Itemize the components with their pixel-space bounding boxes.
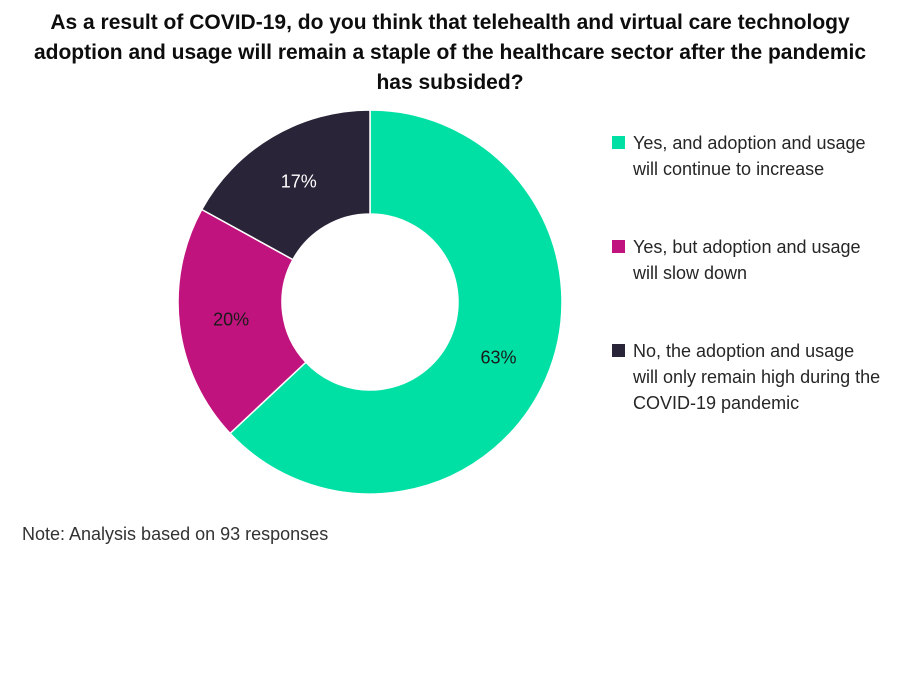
legend-item-pandemic-only: No, the adoption and usage will only rem… bbox=[612, 338, 883, 416]
data-label-increase: 63% bbox=[480, 348, 516, 368]
legend-item-slow-down: Yes, but adoption and usage will slow do… bbox=[612, 234, 883, 286]
legend-swatch-slow-down bbox=[612, 240, 625, 253]
chart-title: As a result of COVID-19, do you think th… bbox=[33, 11, 867, 94]
legend-item-increase: Yes, and adoption and usage will continu… bbox=[612, 130, 883, 182]
legend-swatch-increase bbox=[612, 136, 625, 149]
legend-swatch-pandemic-only bbox=[612, 344, 625, 357]
slice-increase bbox=[228, 109, 563, 495]
slice-pandemic-only bbox=[200, 109, 371, 261]
data-label-pandemic-only: 17% bbox=[281, 171, 317, 191]
slice-slow-down bbox=[177, 208, 307, 435]
chart-note: Note: Analysis based on 93 responses bbox=[22, 524, 329, 544]
legend-label-slow-down: Yes, but adoption and usage will slow do… bbox=[633, 237, 861, 283]
legend-label-pandemic-only: No, the adoption and usage will only rem… bbox=[633, 341, 881, 413]
legend-label-increase: Yes, and adoption and usage will continu… bbox=[633, 133, 866, 179]
data-label-slow-down: 20% bbox=[213, 310, 249, 330]
